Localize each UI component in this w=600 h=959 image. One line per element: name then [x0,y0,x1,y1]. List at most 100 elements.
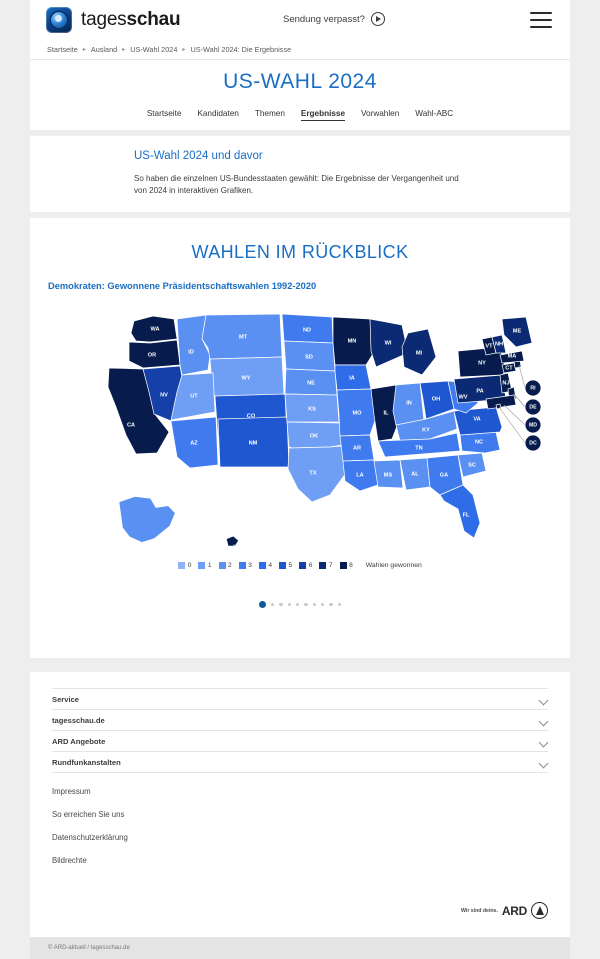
us-choropleth-map[interactable]: WA OR CA NV ID MT WY UT CO AZ NM ND SD NE KS OK TX MN IA MO… [30,295,570,560]
carousel-dots[interactable] [30,601,570,608]
legend-swatch [299,562,307,569]
map-label-ga: GA [440,472,448,478]
map-state-de[interactable] [524,398,542,416]
play-icon[interactable] [370,12,385,26]
map-state-nh[interactable] [491,334,507,354]
map-label-sd: SD [305,354,313,360]
breadcrumb-item-3[interactable]: US-Wahl 2024: Die Ergebnisse [190,45,292,54]
map-state-wi[interactable] [369,318,409,368]
legend-label: 2 [228,562,232,569]
map-state-ma[interactable] [499,350,525,364]
chart-title: WAHLEN IM RÜCKBLICK [191,242,409,262]
footer-accordion: Service tagesschau.de ARD Angebote Rundf… [52,688,548,773]
legend-swatch [218,562,226,569]
footer-link-impressum[interactable]: Impressum [52,787,91,796]
tab-vorwahlen[interactable]: Vorwahlen [361,109,400,118]
carousel-dot[interactable] [304,602,308,607]
chevron-down-icon[interactable] [539,737,548,746]
map-state-ct[interactable] [501,362,517,374]
tagesschau-logo[interactable]: tagesschau [46,7,181,33]
map-state-ak[interactable] [118,496,176,543]
map-state-sc[interactable] [457,452,487,478]
hamburger-menu-icon[interactable] [530,12,552,28]
carousel-dot[interactable] [329,602,333,607]
chevron-down-icon[interactable] [539,695,548,704]
accordion-row-tagesschau-de[interactable]: tagesschau.de [52,710,548,731]
footer-link-datenschutz[interactable]: Datenschutzerklärung [52,833,128,842]
accordion-label: tagesschau.de [52,715,105,725]
tab-startseite[interactable]: Startseite [146,109,182,118]
map-label-de: DE [529,404,537,410]
map-callout-line-md [503,404,526,426]
tab-themen[interactable]: Themen [254,109,285,118]
map-label-wa: WA [150,326,159,332]
sendung-verpasst-link[interactable]: Sendung verpasst? [283,12,385,26]
accordion-row-service[interactable]: Service [52,689,548,710]
legend-swatch [258,562,266,569]
map-state-tn[interactable] [377,432,461,458]
carousel-dot[interactable] [295,602,300,607]
carousel-dot[interactable] [287,602,291,607]
accordion-row-ard-angebote[interactable]: ARD Angebote [52,731,548,752]
footer-link-bildrechte[interactable]: Bildrechte [52,856,87,865]
map-label-md: MD [529,422,537,428]
map-state-me[interactable] [501,316,533,348]
breadcrumb-item-0[interactable]: Startseite [47,45,78,54]
map-label-tn: TN [415,445,422,451]
map-label-mn: MN [348,338,357,344]
map-label-ia: IA [349,375,355,381]
map-state-mi[interactable] [401,328,437,376]
copyright-bar: © ARD-aktuell / tagesschau.de [30,937,570,959]
tab-wahl-abc[interactable]: Wahl-ABC [415,109,454,118]
carousel-dot[interactable] [279,602,283,607]
map-state-ri[interactable] [524,379,542,397]
map-state-az[interactable] [170,416,219,469]
legend-item-1: 1 [198,562,212,569]
map-state-ut[interactable] [170,372,216,421]
map-state-tx[interactable] [287,445,347,503]
brand-bold: schau [126,9,181,30]
map-state-md[interactable] [524,416,542,434]
tab-ergebnisse[interactable]: Ergebnisse [300,109,346,121]
carousel-dot[interactable] [312,602,317,607]
breadcrumb-item-2[interactable]: US-Wahl 2024 [130,45,178,54]
map-label-nj: NJ [502,380,509,386]
carousel-dot[interactable] [337,602,342,607]
map-state-fl[interactable] [439,484,481,539]
tab-kandidaten[interactable]: Kandidaten [197,109,239,118]
legend-item-7: 7 [319,562,333,569]
ard-logo[interactable]: Wir sind deins. ARD [461,902,548,919]
map-state-oh[interactable] [419,380,455,420]
ard-claim: Wir sind deins. [461,907,498,914]
map-state-wa[interactable] [130,315,178,343]
map-svg[interactable]: WA OR CA NV ID MT WY UT CO AZ NM ND SD NE KS OK TX MN IA MO… [30,295,570,560]
map-state-la[interactable] [342,459,379,492]
chevron-down-icon[interactable] [539,716,548,725]
site-footer: Service tagesschau.de ARD Angebote Rundf… [30,672,570,937]
map-label-ct: CT [505,365,513,371]
map-state-dc[interactable] [524,434,542,452]
footer-link-kontakt[interactable]: So erreichen Sie uns [52,810,125,819]
map-label-ks: KS [308,406,316,412]
carousel-dot[interactable] [321,602,325,607]
legend-item-8: 8 [339,562,353,569]
map-callout-line-dc [498,406,526,444]
map-label-la: LA [356,472,363,478]
legend-item-2: 2 [218,562,232,569]
map-state-ms[interactable] [373,459,404,489]
chevron-down-icon[interactable] [539,758,548,767]
intro-heading[interactable]: US-Wahl 2024 und davor [134,150,263,162]
breadcrumb: Startseite ▸ Ausland ▸ US-Wahl 2024 ▸ US… [30,40,570,59]
breadcrumb-item-1[interactable]: Ausland [90,45,118,54]
carousel-dot[interactable] [270,602,275,607]
map-label-fl: FL [463,512,470,518]
accordion-label: Service [52,694,80,704]
page-title: US-WAHL 2024 [223,70,377,93]
legend-label: 5 [288,562,293,569]
map-state-hi[interactable] [225,535,240,547]
legend-label: 7 [328,562,333,569]
map-state-md[interactable] [485,394,517,410]
accordion-row-rundfunkanstalten[interactable]: Rundfunkanstalten [52,752,548,773]
carousel-dot[interactable] [258,601,266,608]
